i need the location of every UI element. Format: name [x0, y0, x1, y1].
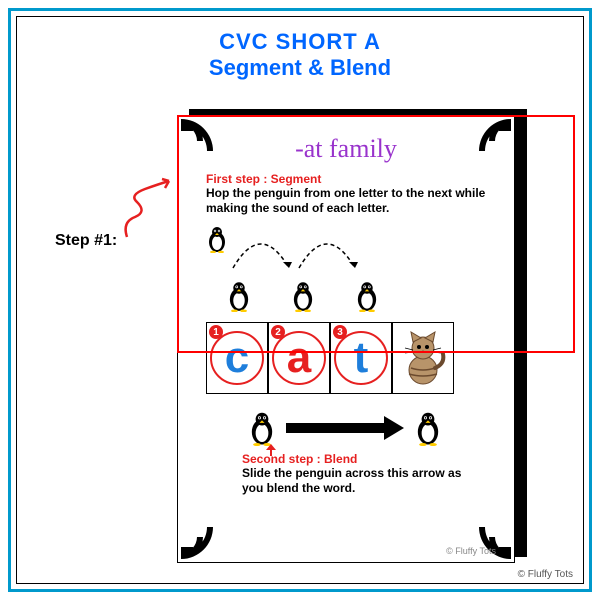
letter-cell: 2 a [268, 322, 330, 394]
second-step-block: Second step : Blend Slide the penguin ac… [178, 450, 514, 496]
hop-arrow-icon [294, 228, 360, 273]
letters-row: 1 c 2 a 3 t [206, 322, 486, 394]
letter-circle: t [334, 331, 388, 385]
blend-arrow-icon [286, 416, 404, 440]
worksheet-card: -at family First step : Segment Hop the … [177, 115, 515, 563]
first-step-body: Hop the penguin from one letter to the n… [206, 186, 486, 216]
letter-number-badge: 1 [209, 325, 223, 339]
letter-cell: 3 t [330, 322, 392, 394]
title-line2: Segment & Blend [17, 55, 583, 81]
penguin-icon [248, 410, 276, 446]
outer-frame: CVC SHORT A Segment & Blend Step #1: -at… [8, 8, 592, 592]
penguin-icon [206, 225, 228, 253]
inner-frame: CVC SHORT A Segment & Blend Step #1: -at… [16, 16, 584, 584]
second-step-body: Slide the penguin across this arrow as y… [242, 466, 486, 496]
cat-icon [399, 330, 447, 386]
corner-decoration-icon [479, 119, 511, 151]
letter-number-badge: 2 [271, 325, 285, 339]
letter-circle: c [210, 331, 264, 385]
penguin-icon [354, 280, 380, 312]
title-line1: CVC SHORT A [17, 29, 583, 55]
outer-credit: © Fluffy Tots [518, 569, 573, 580]
step-label: Step #1: [55, 232, 117, 250]
penguin-hop-row [178, 222, 514, 322]
penguin-icon [290, 280, 316, 312]
blend-row [178, 406, 514, 450]
letter-number-badge: 3 [333, 325, 347, 339]
hop-arrow-icon [228, 228, 294, 273]
penguin-icon [414, 410, 442, 446]
title-block: CVC SHORT A Segment & Blend [17, 17, 583, 81]
letter-cell: 1 c [206, 322, 268, 394]
worksheet-title: -at family [178, 116, 514, 164]
corner-decoration-icon [181, 527, 213, 559]
penguin-icon [226, 280, 252, 312]
corner-decoration-icon [181, 119, 213, 151]
first-step-heading: First step : Segment [206, 172, 486, 186]
letter-char: a [287, 333, 311, 383]
letter-char: c [225, 333, 249, 383]
cat-image-cell [392, 322, 454, 394]
first-step-block: First step : Segment Hop the penguin fro… [178, 164, 514, 216]
worksheet-credit: © Fluffy Tots [446, 546, 496, 556]
letter-char: t [354, 333, 369, 383]
red-small-arrow-icon [262, 444, 280, 456]
curly-arrow-icon [117, 177, 177, 247]
letter-circle: a [272, 331, 326, 385]
